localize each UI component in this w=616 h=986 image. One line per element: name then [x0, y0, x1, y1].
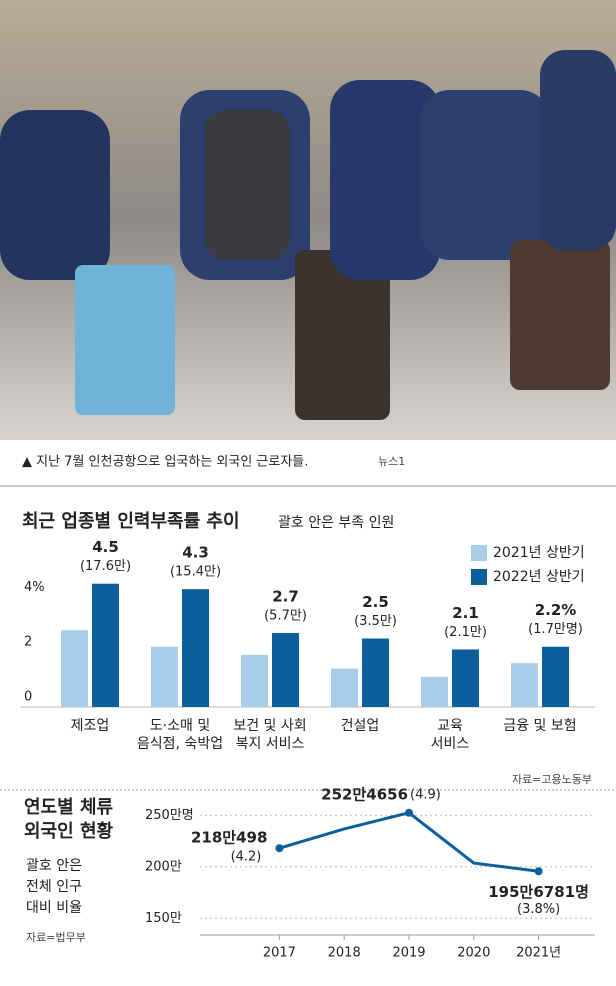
- shortage-label: (3.5만): [354, 614, 397, 629]
- share-label: (3.8%): [517, 902, 560, 917]
- x-tick-label: 건설업: [341, 718, 380, 734]
- y-tick-label: 0: [24, 690, 32, 705]
- y-tick-label: 200만: [145, 859, 182, 874]
- value-label: 2.5: [362, 593, 389, 611]
- value-label: 2.2%: [535, 601, 577, 619]
- x-tick-label: 2021년: [516, 946, 561, 961]
- legend-label: 2022년 상반기: [493, 569, 585, 585]
- chart-subtitle: 괄호 안은 부족 인원: [278, 515, 394, 531]
- photo-caption: ▲ 지난 7월 인천공항으로 입국하는 외국인 근로자들.: [22, 455, 308, 470]
- bar: [452, 649, 479, 707]
- bar: [182, 589, 209, 707]
- y-tick-label: 150만: [145, 911, 182, 926]
- x-tick-label: 2019: [392, 946, 425, 961]
- bar: [241, 654, 268, 707]
- point: [275, 844, 284, 853]
- y-tick-label: 2: [24, 635, 32, 650]
- value-label: 2.1: [452, 604, 479, 622]
- share-label: (4.9): [410, 787, 441, 802]
- legend-label: 2021년 상반기: [493, 545, 585, 561]
- line: [278, 811, 539, 873]
- x-tick-label: 제조업: [71, 718, 110, 734]
- bar: [331, 668, 358, 707]
- bar: [421, 676, 448, 707]
- y-tick-label: 250만명: [145, 808, 194, 823]
- bar: [511, 663, 538, 707]
- chart-note: 괄호 안은 전체 인구 대비 비율: [26, 858, 82, 916]
- value-label: 4.5: [92, 538, 119, 556]
- x-tick-label: 도·소매 및 음식점, 숙박업: [137, 718, 223, 752]
- shortage-label: (15.4만): [170, 565, 221, 580]
- x-tick-label: 교육 서비스: [431, 718, 470, 752]
- value-label: 195만6781명: [488, 883, 589, 901]
- bar: [272, 633, 299, 707]
- shortage-label: (17.6만): [80, 559, 131, 574]
- legend-swatch: [471, 569, 487, 585]
- chart-title: 최근 업종별 인력부족률 추이: [22, 511, 240, 532]
- x-tick-label: 금융 및 보험: [503, 718, 576, 734]
- photo: [0, 0, 616, 440]
- source: 자료=고용노동부: [512, 773, 592, 786]
- bar: [362, 638, 389, 707]
- value-label: 218만498: [191, 829, 267, 847]
- value-label: 252만4656: [321, 785, 408, 803]
- share-label: (4.2): [231, 850, 262, 865]
- point: [534, 867, 543, 876]
- shortage-label: (5.7만): [264, 609, 307, 624]
- x-tick-label: 2017: [263, 946, 296, 961]
- bar: [61, 630, 88, 707]
- x-tick-label: 2018: [328, 946, 361, 961]
- chart-title: 연도별 체류 외국인 현황: [24, 797, 114, 842]
- source: 자료=법무부: [26, 931, 86, 944]
- bar: [542, 646, 569, 707]
- point: [405, 808, 413, 817]
- photo-credit: 뉴스1: [378, 455, 405, 468]
- x-tick-label: 2020: [457, 946, 490, 961]
- shortage-label: (2.1만): [444, 625, 487, 640]
- bar: [92, 583, 119, 707]
- y-tick-label: 4%: [24, 580, 45, 595]
- legend-swatch: [471, 545, 487, 561]
- shortage-label: (1.7만명): [528, 622, 583, 637]
- x-tick-label: 보건 및 사회 복지 서비스: [233, 718, 306, 752]
- value-label: 4.3: [182, 544, 209, 562]
- value-label: 2.7: [272, 588, 299, 606]
- bar: [151, 646, 178, 707]
